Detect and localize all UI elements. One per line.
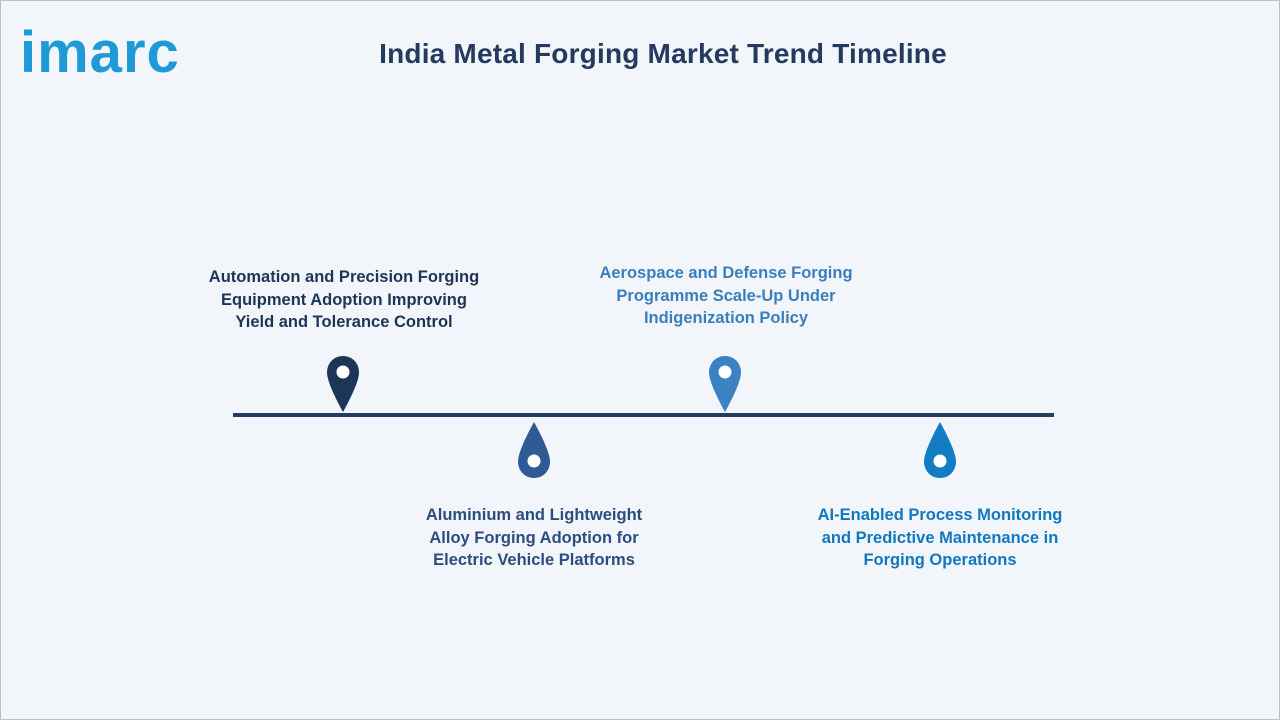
timeline-event-3-label: Aerospace and Defense Forging Programme … <box>599 264 853 327</box>
timeline-pin-2-icon <box>517 421 551 479</box>
imarc-logo: imarc <box>20 14 202 85</box>
timeline-event-4-label: AI-Enabled Process Monitoring and Predic… <box>817 506 1063 569</box>
timeline-axis <box>233 413 1054 417</box>
timeline-event-2-label: Aluminium and Lightweight Alloy Forging … <box>425 506 643 569</box>
page-title: India Metal Forging Market Trend Timelin… <box>379 38 947 69</box>
timeline-event-1-label: Automation and Precision Forging Equipme… <box>208 268 480 331</box>
timeline-pin-1-icon <box>326 355 360 413</box>
svg-text:imarc: imarc <box>20 20 180 80</box>
timeline-pin-3-icon <box>708 355 742 413</box>
timeline-pin-4-icon <box>923 421 957 479</box>
